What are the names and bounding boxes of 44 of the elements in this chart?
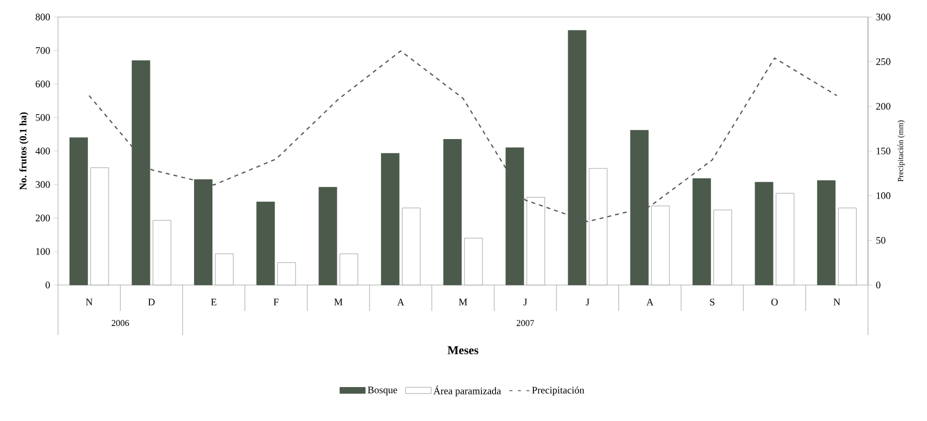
legend-label: Área paramizada: [433, 386, 501, 396]
y2-tick-label: 100: [876, 192, 890, 200]
y2-tick-label: 250: [876, 58, 890, 66]
y-tick-label: 800: [36, 14, 50, 20]
y-tick-label: 500: [36, 114, 50, 121]
y-axis-title: No. frutos (0.1 ha): [19, 112, 28, 190]
y-tick-label: 0: [46, 282, 50, 288]
legend-label: Bosque: [368, 386, 398, 396]
x-axis-title: Meses: [448, 346, 478, 354]
bar: [69, 137, 88, 286]
y-tick-label: 100: [36, 248, 50, 255]
y-tick-label: 300: [36, 181, 50, 188]
bar: [443, 139, 462, 286]
x-tick-label: S: [710, 298, 714, 306]
legend-label: Precipitación: [532, 386, 584, 396]
y2-tick-label: 200: [876, 102, 890, 110]
bar: [692, 178, 711, 286]
x-tick-label: J: [524, 298, 528, 306]
x-tick-label: N: [834, 298, 840, 306]
y-tick-label: 700: [36, 47, 50, 54]
text: 2006: [112, 320, 130, 326]
y2-tick-label: 0: [876, 282, 880, 288]
x-tick-label: M: [458, 298, 468, 306]
bar: [318, 186, 338, 286]
text: 2007: [516, 320, 534, 326]
x-tick-label: E: [211, 298, 216, 306]
x-tick-label: A: [646, 298, 654, 306]
y2-tick-label: 300: [876, 14, 890, 20]
y-tick-label: 600: [36, 80, 50, 88]
y2-tick-label: 150: [876, 148, 890, 154]
y-tick-label: 200: [36, 214, 50, 222]
bar: [256, 202, 275, 286]
x-tick-label: N: [86, 298, 93, 306]
x-tick-label: J: [586, 298, 590, 306]
bar: [754, 182, 774, 286]
bar: [817, 180, 836, 286]
x-tick-label: M: [334, 298, 343, 306]
x-tick-label: A: [397, 298, 404, 306]
x-tick-label: F: [274, 298, 278, 306]
x-tick-label: D: [148, 298, 155, 306]
y-tick-label: 400: [35, 148, 50, 154]
x-tick-label: O: [771, 298, 778, 306]
bar: [380, 153, 400, 286]
y2-tick-label: 50: [876, 236, 886, 244]
